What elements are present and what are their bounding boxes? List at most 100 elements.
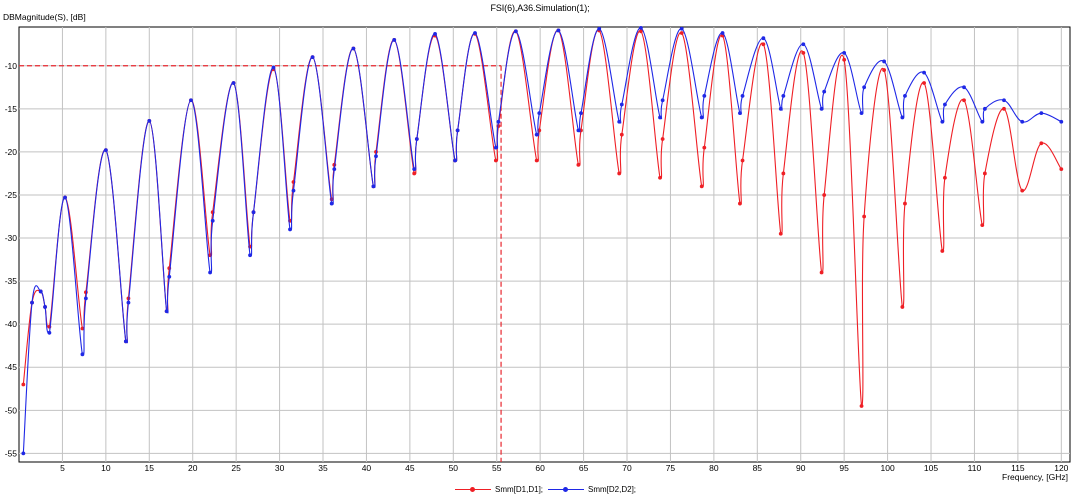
data-point [702, 94, 707, 98]
y-axis-label: DBMagnitude(S), [dB] [3, 12, 86, 22]
data-point [537, 111, 542, 116]
data-point [962, 98, 966, 103]
x-tick-label: 90 [796, 463, 806, 473]
data-point [720, 31, 725, 35]
x-tick-label: 80 [709, 463, 719, 473]
data-point [819, 270, 824, 275]
x-tick-label: 25 [231, 463, 241, 473]
y-tick-label: -45 [5, 362, 18, 372]
data-point [842, 57, 847, 62]
data-point [619, 102, 624, 107]
data-point [679, 31, 684, 35]
data-point [882, 59, 887, 64]
x-tick-label: 105 [924, 463, 938, 473]
data-point [80, 352, 85, 357]
data-point [126, 300, 131, 305]
data-point [738, 201, 742, 206]
data-point [679, 26, 684, 31]
data-point [859, 404, 864, 408]
data-point [251, 210, 256, 215]
data-point [210, 218, 215, 223]
data-point [801, 42, 806, 47]
x-tick-label: 50 [449, 463, 459, 473]
y-tick-label: -25 [5, 190, 18, 200]
data-point [862, 214, 867, 219]
x-tick-label: 30 [275, 463, 285, 473]
data-point [579, 111, 583, 116]
data-point [21, 451, 26, 456]
data-point [781, 94, 786, 98]
x-tick-label: 35 [318, 463, 328, 473]
data-point [1059, 119, 1064, 124]
x-tick-label: 10 [101, 463, 111, 473]
x-tick-label: 75 [666, 463, 676, 473]
y-tick-label: -20 [5, 147, 18, 157]
data-point [147, 118, 152, 123]
data-point [940, 249, 945, 253]
x-tick-label: 70 [622, 463, 632, 473]
x-tick-label: 40 [362, 463, 372, 473]
data-point [164, 309, 169, 314]
x-tick-label: 100 [881, 463, 895, 473]
data-point [80, 326, 85, 331]
series-2 [21, 25, 1064, 456]
data-point [248, 253, 252, 258]
data-point [329, 201, 334, 206]
chart-title: FSI(6),A36.Simulation(1); [490, 3, 590, 13]
y-tick-label: -15 [5, 104, 18, 114]
data-point [781, 171, 786, 176]
data-point [822, 193, 827, 197]
y-tick-label: -55 [5, 448, 18, 458]
data-point [43, 305, 47, 309]
data-point [374, 154, 378, 159]
data-point [1039, 141, 1044, 146]
data-point [597, 26, 602, 31]
data-point [332, 167, 337, 172]
data-point [740, 158, 745, 163]
data-point [859, 111, 864, 116]
data-point [534, 158, 539, 163]
data-point [900, 305, 905, 309]
data-point [761, 42, 766, 47]
legend-swatch-series-2 [548, 487, 584, 492]
x-tick-label: 120 [1054, 463, 1068, 473]
y-tick-label: -50 [5, 405, 18, 415]
data-point [1039, 111, 1044, 116]
data-point [903, 201, 907, 206]
data-point [412, 171, 417, 176]
x-tick-label: 5 [60, 463, 65, 473]
data-point [493, 145, 498, 150]
data-point [660, 98, 665, 103]
data-point [47, 330, 52, 335]
data-point [658, 175, 662, 180]
legend-item-series-1: Smm[D1,D1]; [455, 485, 543, 494]
data-point [1002, 106, 1006, 111]
data-point [962, 85, 966, 90]
data-point [167, 274, 172, 279]
data-point [699, 184, 704, 189]
data-point [778, 106, 783, 111]
data-point [123, 339, 128, 344]
data-point [660, 137, 665, 141]
y-tick-label: -30 [5, 233, 18, 243]
data-point [940, 119, 945, 124]
x-tick-label: 65 [579, 463, 589, 473]
x-axis-label: Frequency, [GHz] [1002, 472, 1068, 482]
data-point [922, 81, 926, 85]
data-point [208, 270, 212, 275]
data-point [639, 29, 643, 34]
data-point [433, 31, 437, 36]
data-point [761, 36, 766, 41]
x-tick-label: 95 [839, 463, 849, 473]
data-point [414, 137, 419, 141]
data-point [1002, 98, 1006, 103]
data-point [639, 25, 643, 30]
legend-label-series-1: Smm[D1,D1]; [495, 485, 544, 494]
data-point [473, 31, 477, 35]
data-point [189, 98, 193, 103]
data-point [617, 119, 622, 124]
data-point [83, 296, 88, 301]
data-point [351, 46, 356, 51]
data-point [822, 89, 827, 94]
